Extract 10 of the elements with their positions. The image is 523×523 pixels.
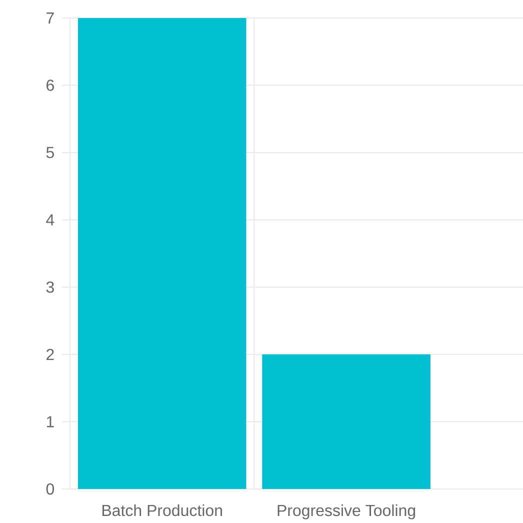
y-tick-label: 0 bbox=[46, 483, 54, 495]
y-tick-label: 7 bbox=[46, 12, 54, 24]
y-tick-label: 6 bbox=[46, 80, 54, 91]
y-tick-label: 5 bbox=[46, 146, 54, 158]
y-tick-label: 1 bbox=[46, 416, 54, 428]
y-tick-label: 3 bbox=[46, 281, 54, 293]
y-tick-label: 2 bbox=[46, 348, 54, 360]
x-tick-label: Progressive Tooling bbox=[278, 504, 416, 520]
y-tick-label: 4 bbox=[46, 214, 54, 226]
x-tick-label: Batch Production bbox=[102, 504, 222, 516]
